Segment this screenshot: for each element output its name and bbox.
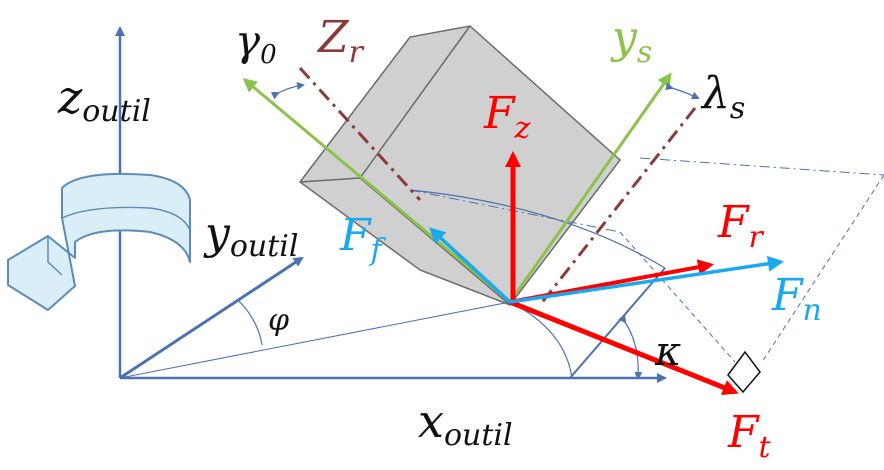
Fn-label: Fn xyxy=(771,270,822,328)
construction-line-phi xyxy=(119,301,511,379)
gamma0-angle-arrow xyxy=(270,81,305,100)
curved-arrow-icon xyxy=(7,172,191,311)
Fz-label: Fz xyxy=(483,88,531,146)
y-tool-axis xyxy=(119,256,304,380)
dashdot-right-vertical xyxy=(761,174,884,363)
kappa-label: κ xyxy=(654,329,681,375)
z-tool-label: zoutil xyxy=(57,70,151,129)
Ff-arrow xyxy=(429,227,512,304)
dashdot-upper xyxy=(639,157,884,176)
Ft-label: Ft xyxy=(727,407,772,465)
lambda-reference-line xyxy=(538,107,697,306)
gamma0-label: γ0 xyxy=(235,16,277,70)
x-tool-label: xoutil xyxy=(418,394,513,453)
Fn-arrow xyxy=(509,255,784,304)
ys-label: ys xyxy=(610,12,652,70)
lambda-s-label: λs xyxy=(700,68,745,126)
construction-arc xyxy=(409,189,666,269)
ys-axis xyxy=(508,72,672,303)
Zr-label: Zr xyxy=(316,12,365,70)
phi-arc xyxy=(237,299,263,346)
gamma-green-line xyxy=(242,78,511,304)
Fr-label: Fr xyxy=(717,197,765,255)
construction-line-proj xyxy=(569,267,666,379)
Ft-arrow xyxy=(509,299,739,395)
phi-label: φ xyxy=(268,303,289,338)
right-angle-marker-icon xyxy=(727,350,761,394)
kappa-arc xyxy=(618,314,643,380)
Zr-reference-line xyxy=(298,66,422,202)
y-tool-label: youtil xyxy=(203,208,299,264)
lambda-angle-arrow xyxy=(665,82,700,100)
dashdot-center-vertical xyxy=(619,231,736,363)
